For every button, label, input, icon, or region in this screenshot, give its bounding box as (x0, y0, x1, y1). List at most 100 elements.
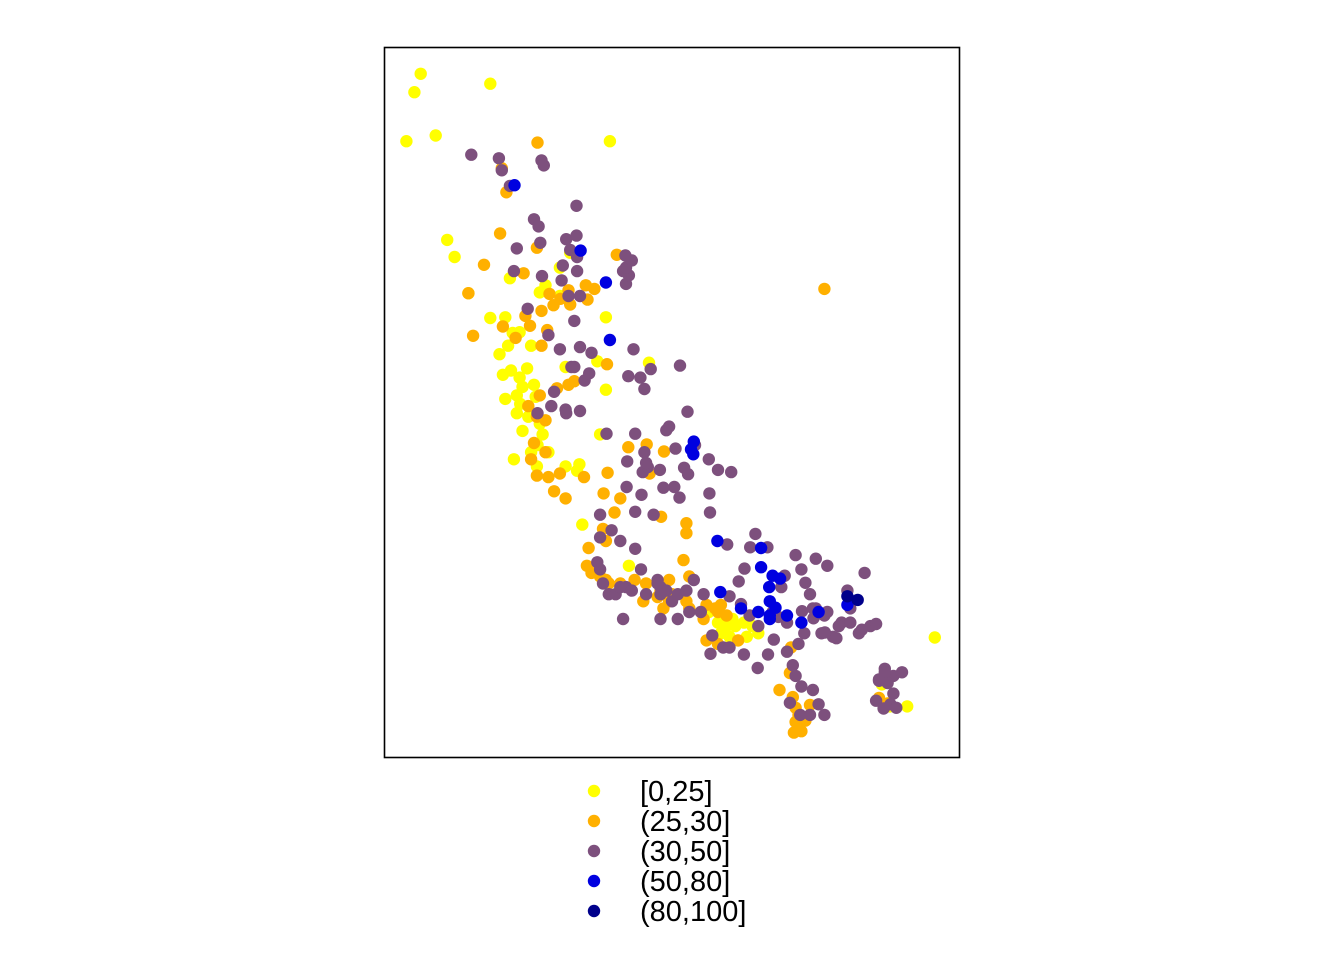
data-point (629, 505, 642, 518)
data-point (783, 696, 797, 709)
data-point (560, 233, 573, 246)
data-point (477, 258, 491, 271)
data-point (534, 236, 547, 249)
data-point (657, 445, 671, 458)
data-point (681, 405, 694, 418)
data-point (622, 559, 636, 572)
legend-label: (80,100] (640, 896, 746, 928)
data-point (545, 399, 558, 413)
data-point (559, 492, 572, 505)
data-point (560, 407, 573, 420)
data-point (869, 694, 883, 707)
data-point (647, 508, 660, 521)
legend-item: (30,50] (587, 836, 730, 868)
data-point (723, 641, 736, 654)
data-point (527, 378, 541, 391)
data-point (714, 585, 727, 599)
data-point (516, 424, 529, 438)
data-point (703, 506, 717, 519)
data-point (553, 343, 567, 356)
data-point (599, 311, 613, 324)
data-point (570, 229, 583, 242)
data-point (694, 605, 707, 619)
data-point (553, 467, 567, 480)
data-point (895, 666, 909, 679)
data-point (795, 616, 808, 629)
data-point (872, 674, 886, 687)
data-point (890, 701, 903, 714)
data-point (657, 481, 670, 494)
data-point (639, 588, 653, 601)
legend-item: [0,25] (587, 776, 713, 808)
data-point (803, 708, 817, 722)
data-point (524, 453, 538, 466)
data-point (492, 152, 506, 165)
data-point (593, 563, 607, 576)
data-point (414, 67, 427, 81)
data-point (600, 427, 613, 440)
data-point (535, 339, 548, 352)
data-point (780, 645, 794, 658)
data-point (858, 566, 871, 580)
data-point (749, 527, 762, 541)
data-point (605, 524, 618, 537)
data-point (792, 637, 805, 651)
data-point (665, 595, 679, 608)
data-point (711, 463, 725, 477)
plot-frame (383, 46, 961, 759)
data-point (531, 407, 544, 420)
data-point (732, 575, 745, 588)
data-point (597, 487, 610, 500)
data-point (600, 358, 614, 371)
data-point (535, 269, 549, 283)
data-point (638, 446, 651, 459)
data-point (654, 588, 667, 601)
data-point (731, 634, 745, 647)
data-point (593, 508, 607, 521)
data-point (493, 227, 507, 240)
data-point (721, 538, 734, 551)
data-point (588, 282, 601, 296)
data-point (767, 633, 780, 646)
data-point (625, 254, 638, 267)
data-point (795, 605, 809, 618)
data-point (608, 506, 621, 519)
data-point (535, 304, 548, 318)
data-point (751, 661, 764, 675)
data-point (703, 487, 716, 500)
data-point (660, 424, 673, 437)
data-point (543, 287, 556, 301)
data-point (596, 577, 610, 590)
data-point (429, 129, 442, 142)
data-point (638, 382, 651, 396)
data-point (737, 648, 751, 661)
data-point (574, 244, 587, 257)
data-point (527, 436, 541, 450)
data-point (789, 669, 802, 683)
data-point (818, 708, 831, 722)
series-2 (465, 148, 909, 722)
data-point (627, 343, 640, 356)
data-point (662, 573, 676, 587)
data-point (677, 553, 690, 567)
data-point (789, 548, 802, 562)
data-point (484, 311, 497, 325)
data-point (555, 274, 568, 287)
data-point (780, 609, 794, 622)
data-point (754, 561, 768, 574)
data-point (510, 242, 523, 255)
data-point (520, 362, 534, 375)
data-point (507, 264, 521, 278)
data-point (714, 598, 728, 612)
legend-label: (50,80] (640, 866, 730, 898)
data-point (711, 534, 724, 548)
data-point (680, 584, 693, 597)
data-point (570, 264, 584, 278)
data-point (523, 319, 537, 332)
data-point (522, 399, 535, 413)
data-point (773, 683, 786, 697)
data-point (706, 629, 719, 642)
legend-label: (25,30] (640, 806, 730, 838)
data-point (928, 631, 941, 644)
legend-label: [0,25] (640, 776, 713, 808)
